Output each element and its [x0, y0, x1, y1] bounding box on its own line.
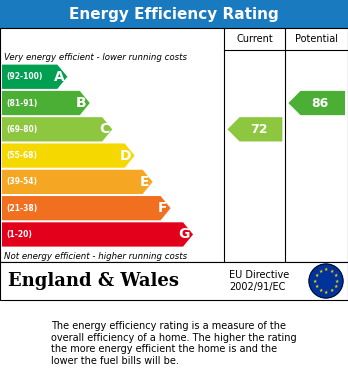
Text: Potential: Potential: [295, 34, 338, 44]
Text: ★: ★: [333, 273, 338, 278]
Text: (21-38): (21-38): [6, 204, 37, 213]
Text: G: G: [179, 228, 190, 242]
Text: ★: ★: [314, 273, 319, 278]
Text: England & Wales: England & Wales: [8, 272, 179, 290]
Bar: [0, 0, 348, 28]
Text: E: E: [140, 175, 150, 189]
Text: Energy Efficiency Rating: Energy Efficiency Rating: [69, 7, 279, 22]
Text: (1-20): (1-20): [6, 230, 32, 239]
Polygon shape: [288, 91, 345, 115]
Text: ★: ★: [333, 284, 338, 289]
Polygon shape: [2, 222, 193, 247]
Bar: [0, 28, 348, 262]
Text: D: D: [120, 149, 132, 163]
Circle shape: [309, 264, 343, 298]
Text: Not energy efficient - higher running costs: Not energy efficient - higher running co…: [4, 252, 187, 261]
Text: Very energy efficient - lower running costs: Very energy efficient - lower running co…: [4, 53, 187, 62]
Text: ★: ★: [329, 269, 334, 274]
Text: ★: ★: [318, 269, 323, 274]
Polygon shape: [2, 196, 171, 220]
Text: 86: 86: [312, 97, 329, 109]
Text: ★: ★: [329, 288, 334, 293]
Text: B: B: [76, 96, 87, 110]
Text: Current: Current: [237, 34, 273, 44]
Text: The energy efficiency rating is a measure of the
overall efficiency of a home. T: The energy efficiency rating is a measur…: [51, 321, 297, 366]
Polygon shape: [228, 117, 282, 142]
Text: ★: ★: [318, 288, 323, 293]
Polygon shape: [2, 117, 112, 142]
Text: 2002/91/EC: 2002/91/EC: [229, 282, 286, 292]
Text: (92-100): (92-100): [6, 72, 42, 81]
Text: ★: ★: [324, 267, 328, 273]
Polygon shape: [2, 65, 67, 89]
Polygon shape: [2, 170, 153, 194]
Text: (81-91): (81-91): [6, 99, 37, 108]
Text: ★: ★: [324, 290, 328, 294]
Text: C: C: [99, 122, 109, 136]
Text: ★: ★: [314, 284, 319, 289]
Text: (69-80): (69-80): [6, 125, 37, 134]
Text: A: A: [54, 70, 64, 84]
Text: 72: 72: [250, 123, 267, 136]
Text: EU Directive: EU Directive: [229, 270, 290, 280]
Text: F: F: [158, 201, 168, 215]
Polygon shape: [2, 91, 90, 115]
Polygon shape: [2, 143, 135, 168]
Text: (39-54): (39-54): [6, 178, 37, 187]
Text: (55-68): (55-68): [6, 151, 37, 160]
Text: ★: ★: [335, 278, 339, 283]
Bar: [0, 262, 348, 300]
Text: ★: ★: [313, 278, 317, 283]
